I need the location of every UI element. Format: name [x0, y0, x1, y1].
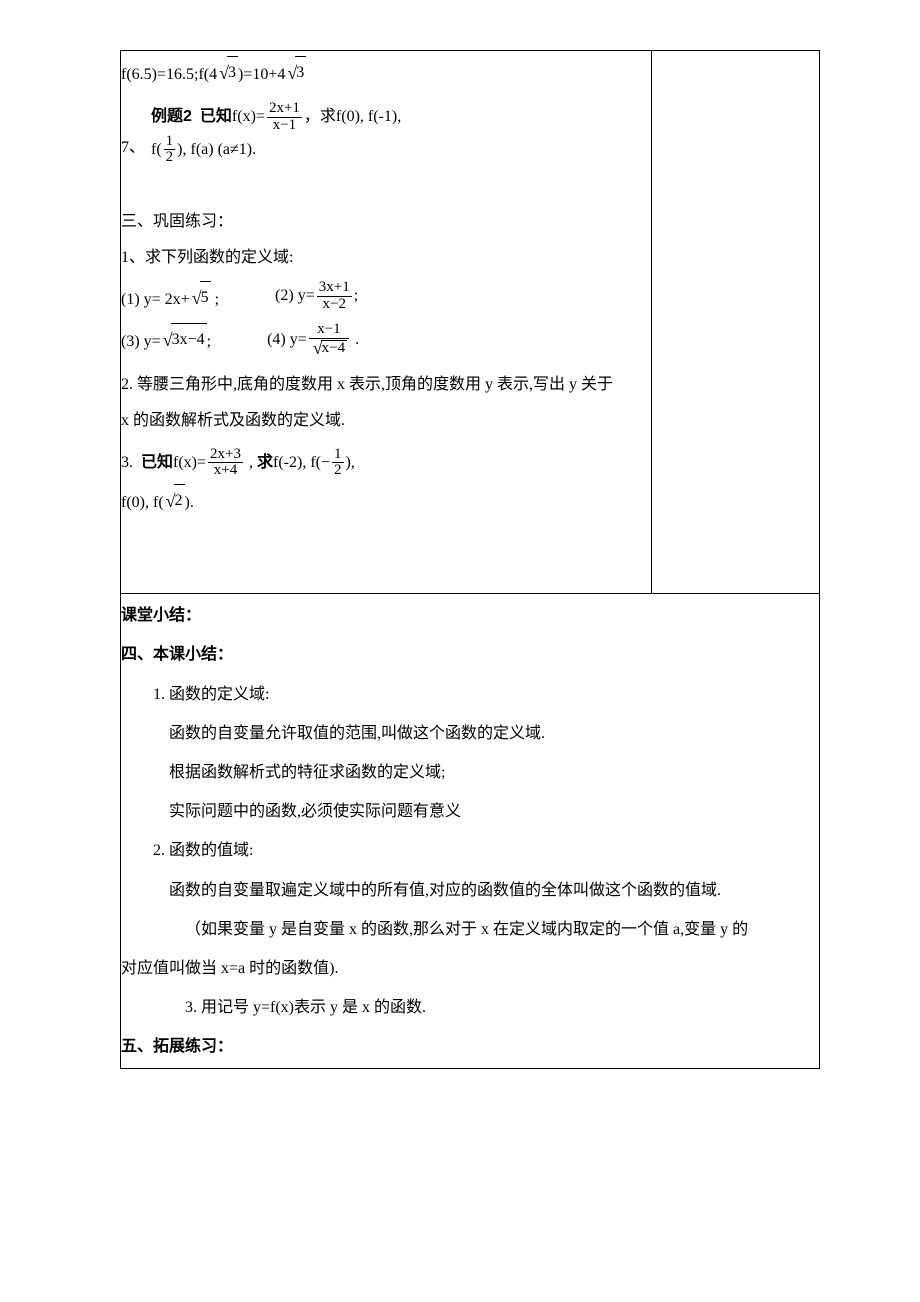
summary-row: 课堂小结： 四、本课小结： 1. 函数的定义域: 函数的自变量允许取值的范围,叫… — [121, 594, 820, 1069]
summary-heading: 课堂小结： — [121, 598, 819, 633]
section3-title: 三、巩固练习： — [121, 206, 651, 238]
q1: 1、求下列函数的定义域: — [121, 242, 651, 274]
page: f(6.5)=16.5;f(43)=10+43 7、 例题2 已知f(x)=2x… — [0, 0, 920, 1099]
left-column: f(6.5)=16.5;f(43)=10+43 7、 例题2 已知f(x)=2x… — [121, 51, 652, 594]
p2-title: 2. 函数的值域: — [121, 833, 819, 868]
example2-text-b: ，求f(0), f(-1), — [304, 108, 401, 125]
example2-text-a: 已知f(x)= — [196, 108, 265, 125]
ex2: (2) y=3x+1x−2; — [275, 280, 358, 316]
example2-block: 7、 例题2 已知f(x)=2x+1x−1，求f(0), f(-1), f(12… — [121, 101, 651, 166]
p2-b: （如果变量 y 是自变量 x 的函数,那么对于 x 在定义域内取定的一个值 a,… — [121, 912, 819, 947]
p2-a: 函数的自变量取遍定义域中的所有值,对应的函数值的全体叫做这个函数的值域. — [121, 873, 819, 908]
q2-a: 2. 等腰三角形中,底角的度数用 x 表示,顶角的度数用 y 表示,写出 y 关… — [121, 369, 651, 401]
example2-line2-a: f( — [151, 141, 162, 158]
section4-title: 四、本课小结： — [121, 637, 819, 672]
example2-half: 12 — [164, 134, 176, 167]
p1-title: 1. 函数的定义域: — [121, 677, 819, 712]
q2-b: x 的函数解析式及函数的定义域. — [121, 405, 651, 437]
q3-line1: 3. 已知f(x)=2x+3x+4 , 求f(-2), f(−12), — [121, 447, 651, 480]
q3-line2: f(0), f(2). — [121, 483, 651, 519]
p1-c: 实际问题中的函数,必须使实际问题有意义 — [121, 794, 819, 829]
eval-text: f(6.5)=16.5;f(43)=10+43 — [121, 66, 306, 83]
section5-title: 五、拓展练习： — [121, 1029, 819, 1064]
eval-line: f(6.5)=16.5;f(43)=10+43 — [121, 55, 651, 91]
ex-row-2: (3) y=3x−4; (4) y=x−1x−4 . — [121, 322, 651, 359]
content-table: f(6.5)=16.5;f(43)=10+43 7、 例题2 已知f(x)=2x… — [120, 50, 820, 1069]
example2-line2-b: ), f(a) (a≠1). — [177, 141, 256, 158]
p3: 3. 用记号 y=f(x)表示 y 是 x 的函数. — [121, 990, 819, 1025]
example2-title: 例题2 — [151, 108, 192, 125]
p1-b: 根据函数解析式的特征求函数的定义域; — [121, 755, 819, 790]
ex-row-1: (1) y= 2x+5 ; (2) y=3x+1x−2; — [121, 280, 651, 316]
p1-a: 函数的自变量允许取值的范围,叫做这个函数的定义域. — [121, 716, 819, 751]
right-column — [652, 51, 820, 594]
item7-label: 7、 — [121, 132, 151, 166]
example2-frac: 2x+1x−1 — [267, 101, 302, 134]
ex3: (3) y=3x−4; — [121, 322, 211, 359]
p2-c: 对应值叫做当 x=a 时的函数值). — [121, 951, 819, 986]
ex1: (1) y= 2x+5 ; — [121, 280, 219, 316]
ex4: (4) y=x−1x−4 . — [267, 322, 359, 359]
